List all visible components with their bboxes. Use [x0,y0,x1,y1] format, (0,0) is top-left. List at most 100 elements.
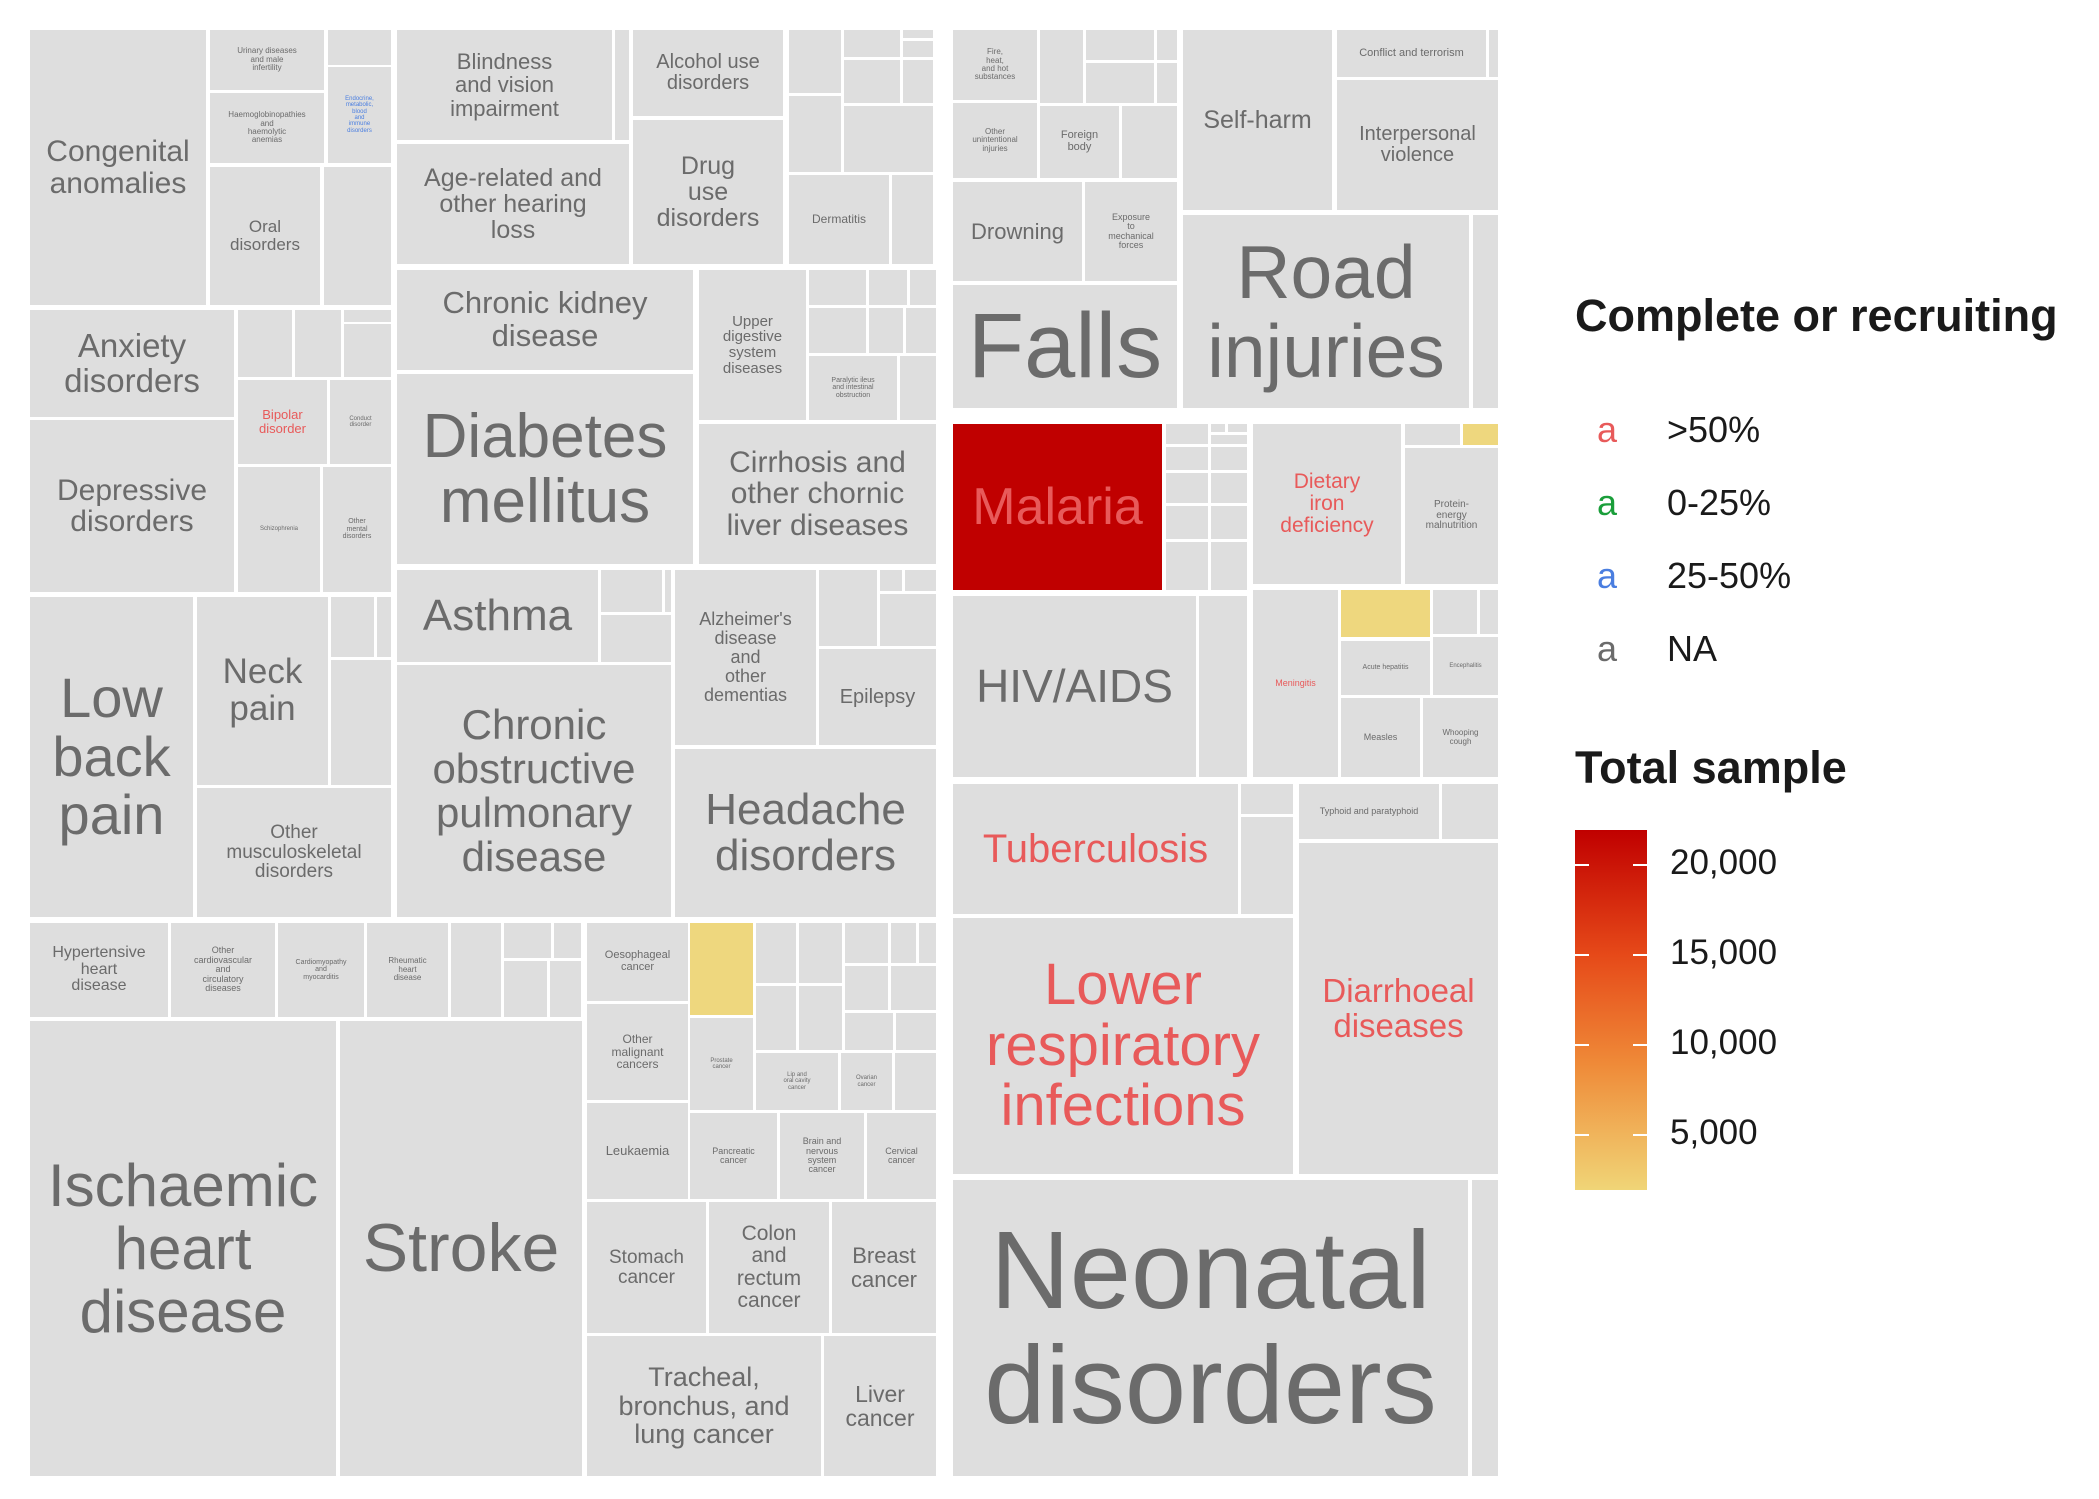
colorbar-tick-label: 5,000 [1670,1113,1758,1152]
legend-key-glyph: a [1597,555,1618,596]
legend-label: >50% [1667,409,1761,450]
treemap-tile: Other cardiovascular and circulatory dis… [171,923,275,1017]
treemap-tile [1341,590,1430,637]
tile-label: Cirrhosis and other chornic liver diseas… [726,445,909,542]
tile-label: Liver cancer [845,1380,915,1431]
tile-label: Oral disorders [230,217,300,254]
treemap-tile: Conflict and terrorism [1337,30,1486,77]
treemap-tile: Schizophrenia [238,467,320,592]
treemap-tile [1241,784,1293,814]
treemap-tile [845,966,888,1010]
treemap-tile [328,30,391,65]
treemap-tile [844,106,933,172]
treemap-tile: Measles [1341,698,1420,777]
treemap-tile [844,30,900,57]
tile-label: Meningitis [1275,677,1316,688]
treemap-tile [331,660,391,785]
tile-label: Interpersonal violence [1359,123,1476,166]
treemap-tile: Pancreatic cancer [690,1113,777,1199]
treemap-tile: Meningitis [1253,590,1338,777]
treemap-tile [1166,506,1208,539]
treemap-tile: Chronic obstructive pulmonary disease [397,665,671,917]
tile-label: Epilepsy [839,685,916,708]
treemap-tile: Conduct disorder [330,380,391,464]
treemap-tile: Hypertensive heart disease [30,923,168,1017]
treemap-tile: HIV/AIDS [953,596,1196,777]
treemap-tile [1472,1180,1498,1476]
treemap-tile [1405,424,1460,445]
colorbar-tick [1633,1044,1647,1046]
treemap-tile: Oesophageal cancer [587,923,688,1001]
legend-entry: a 25-50% [1575,551,2055,611]
treemap-tile [799,986,842,1050]
treemap-tile [1480,590,1498,634]
tile-label: Neck pain [222,652,303,728]
tile-label: Hypertensive heart disease [52,943,146,995]
treemap-tile: Self-harm [1183,30,1332,210]
tile-label: Diarrhoeal diseases [1322,971,1475,1044]
treemap-tile: Exposure to mechanical forces [1085,182,1177,281]
treemap-tile [903,41,933,57]
treemap-tile [1473,215,1498,408]
treemap-tile [819,570,877,646]
treemap-tile: Congenital anomalies [30,30,206,305]
tile-label: Headache disorders [705,784,906,880]
treemap-tile [789,96,841,172]
tile-label: Leukaemia [605,1143,670,1159]
tile-label: Exposure to mechanical forces [1108,211,1154,250]
treemap-tile [809,308,866,353]
tile-label: Other unintentional injuries [972,126,1018,153]
tile-label: Rheumatic heart disease [388,956,427,983]
tile-label: Dermatitis [811,212,866,227]
tile-label: Self-harm [1203,105,1312,134]
treemap-tile: Ovarian cancer [841,1053,892,1110]
treemap-tile: Road injuries [1183,215,1469,408]
tile-label: Other cardiovascular and circulatory dis… [193,945,253,994]
tile-label: Tracheal, bronchus, and lung cancer [618,1362,790,1450]
treemap-tile [1463,424,1498,445]
treemap-tile [809,270,866,305]
tile-label: Tuberculosis [982,827,1209,871]
colorbar-tick [1575,1134,1589,1136]
treemap-tile [1433,590,1477,634]
treemap-tile [665,570,671,612]
tile-label: Congenital anomalies [46,135,190,200]
colorbar-tick [1575,954,1589,956]
tile-label: Lip and oral cavity cancer [783,1072,811,1091]
treemap-tile [789,30,841,93]
treemap-tile [919,923,936,963]
treemap-tile [1166,447,1208,470]
treemap-tile [1489,30,1498,77]
tile-label: Dietary iron deficiency [1280,469,1374,538]
treemap-tile: Anxiety disorders [30,310,234,417]
treemap-tile [344,310,391,322]
treemap-tile [895,1053,936,1110]
treemap-tile [331,597,374,657]
tile-label: Chronic obstructive pulmonary disease [432,700,636,881]
tile-label: Neonatal disorders [984,1208,1437,1447]
legend-label: NA [1667,628,1718,669]
treemap-tile: Tracheal, bronchus, and lung cancer [587,1336,821,1476]
treemap-tile: Lower respiratory infections [953,918,1293,1174]
treemap-tile [554,923,581,958]
treemap-tile: Interpersonal violence [1337,80,1498,210]
treemap-tile: Stroke [340,1021,582,1476]
treemap-tile [891,923,916,963]
treemap-tile: Rheumatic heart disease [367,923,448,1017]
treemap-tile [1166,473,1208,503]
treemap-tile [601,615,671,662]
tile-label: Encephalitis [1449,662,1482,669]
treemap-tile: Other mental disorders [323,467,391,592]
treemap-tile [1211,542,1247,590]
treemap-tile: Malaria [953,424,1162,590]
legend-key-glyph: a [1597,409,1618,450]
treemap-tile [1166,542,1208,590]
treemap-tile [504,961,547,1017]
treemap-tile: Paralytic ileus and intestinal obstructi… [809,356,897,420]
treemap-tile: Breast cancer [832,1202,936,1333]
tile-label: Prostate cancer [710,1057,733,1070]
treemap-tile: Depressive disorders [30,420,234,592]
tile-label: Foreign body [1060,129,1099,153]
treemap-tile: Encephalitis [1433,637,1498,695]
treemap-tile [880,594,936,646]
